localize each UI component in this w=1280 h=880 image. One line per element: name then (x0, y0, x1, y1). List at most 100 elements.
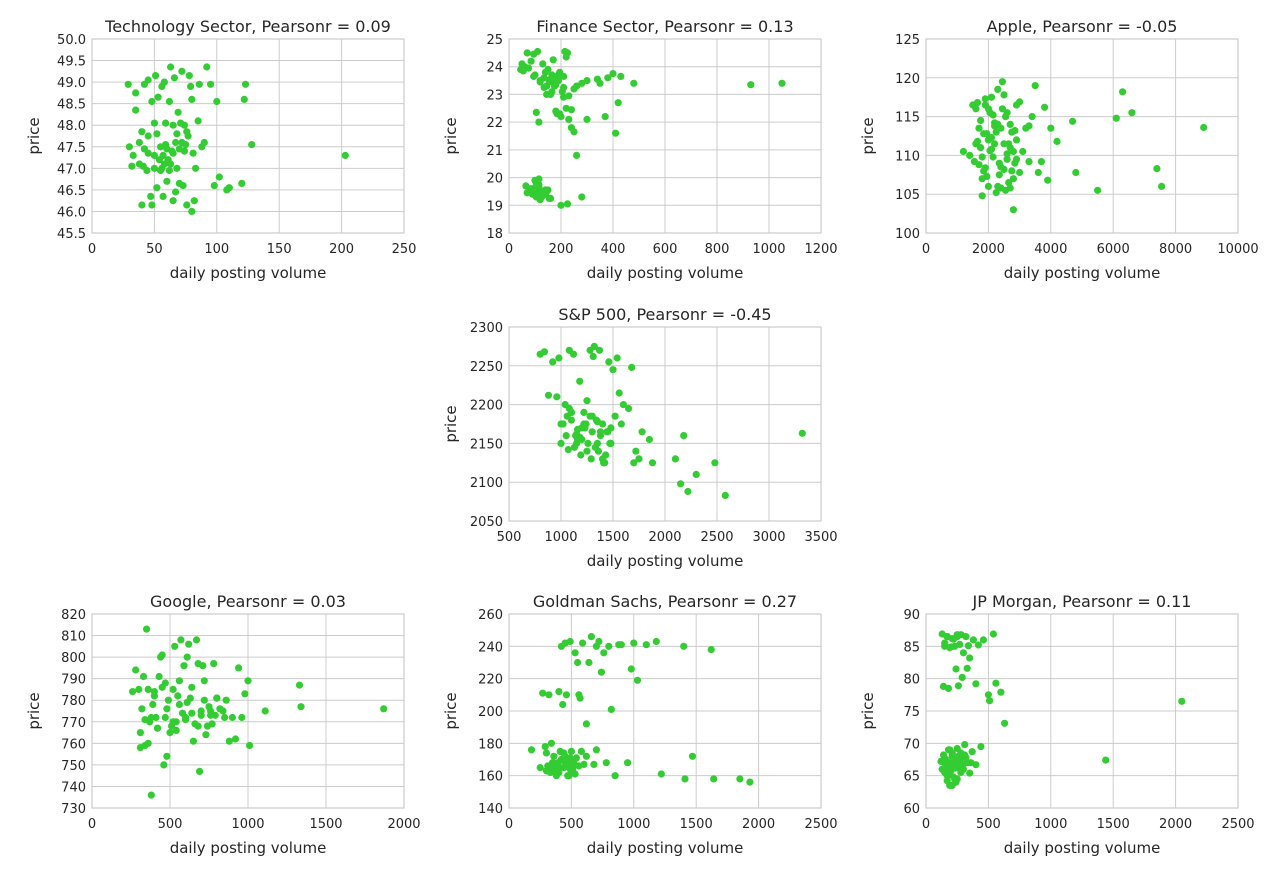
data-point (143, 625, 151, 633)
plot-frame (91, 38, 405, 234)
data-point (680, 432, 688, 440)
x-axis-label: daily posting volume (1004, 839, 1161, 857)
data-point (591, 443, 599, 451)
y-tick-label: 60 (903, 802, 920, 817)
data-point (1044, 176, 1052, 184)
data-point (238, 713, 246, 722)
data-point (576, 377, 584, 385)
data-point (1006, 184, 1014, 192)
data-point (624, 759, 632, 767)
data-point (552, 81, 560, 89)
data-point (536, 78, 544, 86)
data-point (677, 480, 685, 488)
y-tick-label: 110 (895, 149, 920, 164)
data-point (161, 679, 169, 687)
data-point (617, 641, 625, 649)
subplot-4: 0 500 1000 1500 2000 730 740 750 760 770 780 790 800… (25, 592, 421, 857)
data-point (172, 188, 180, 196)
data-point (994, 85, 1002, 93)
data-point (128, 162, 136, 170)
x-tick-label: 1000 (544, 530, 577, 545)
data-point (596, 428, 605, 436)
y-tick-label: 50.0 (57, 33, 86, 48)
data-point (989, 153, 997, 161)
subplot-0: 0 50 100 150 200 250 45.5 46.0 46.5 47.0 47.5 48.0 4… (25, 17, 416, 282)
data-point (1102, 756, 1110, 764)
subplot-3: 500 1000 1500 2000 2500 3000 3500 2050 2100 2150 2… (442, 305, 838, 570)
data-point (228, 713, 236, 722)
data-point (141, 716, 149, 724)
data-point (150, 688, 158, 696)
y-tick-label: 19 (486, 199, 503, 214)
data-point (961, 741, 969, 749)
data-point (138, 201, 146, 209)
subplot-6: 0 500 1000 1500 2000 2500 60 65 70 75 80 85 90 JP Mor… (859, 592, 1255, 857)
data-point (952, 665, 960, 673)
data-point (958, 765, 966, 773)
data-point (617, 420, 625, 428)
data-point (609, 70, 617, 78)
data-point (175, 700, 183, 709)
data-point (628, 363, 636, 371)
data-point (1000, 91, 1008, 99)
data-point (587, 633, 596, 641)
data-point (524, 64, 533, 72)
data-point (213, 97, 221, 106)
data-point (992, 128, 1000, 136)
y-tick-label: 80 (903, 673, 920, 688)
x-tick-label: 2500 (700, 530, 733, 545)
data-point (188, 709, 196, 717)
y-tick-label: 90 (903, 608, 920, 623)
data-point (188, 207, 196, 215)
data-point (944, 684, 953, 693)
data-point (562, 53, 570, 61)
data-point (160, 761, 168, 769)
y-tick-label: 2050 (470, 515, 503, 530)
x-tick-label: 1000 (752, 242, 785, 257)
data-point (184, 132, 192, 140)
data-point (132, 89, 140, 97)
data-point (981, 95, 989, 103)
data-point (632, 447, 640, 455)
data-point (547, 194, 555, 202)
data-point (219, 707, 227, 715)
data-point (969, 636, 978, 644)
data-point (987, 134, 996, 142)
data-point (1112, 114, 1120, 122)
data-point (984, 691, 993, 699)
y-tick-label: 23 (486, 88, 503, 103)
data-point (630, 79, 638, 87)
x-tick-label: 1500 (680, 817, 713, 832)
data-point (981, 164, 989, 172)
data-point (1128, 109, 1136, 117)
data-point (179, 182, 187, 190)
data-point (607, 705, 615, 714)
data-point (977, 116, 985, 125)
data-point (978, 153, 986, 161)
y-tick-label: 240 (478, 640, 503, 655)
data-point (557, 201, 565, 209)
data-point (577, 747, 586, 756)
subplot-5: 0 500 1000 1500 2000 2500 140 160 180 200 220 240 26… (442, 592, 838, 857)
y-tick-label: 105 (895, 188, 920, 203)
data-point (183, 653, 191, 661)
data-point (997, 688, 1005, 696)
data-point (1003, 109, 1011, 117)
y-tick-label: 820 (61, 608, 86, 623)
data-point (541, 743, 549, 751)
data-point (187, 82, 195, 90)
data-point (553, 110, 561, 118)
data-point (147, 713, 155, 722)
data-points (527, 633, 754, 786)
y-tick-label: 46.5 (57, 184, 86, 199)
data-point (1069, 117, 1077, 125)
data-point (202, 731, 210, 739)
data-point (564, 446, 572, 454)
data-point (966, 151, 974, 159)
data-point (582, 752, 591, 760)
data-point (153, 130, 161, 138)
data-points (937, 630, 1186, 790)
subplot-1: 0 200 400 600 800 1000 1200 18 19 20 21 22 23 24 25 Fin… (442, 17, 838, 282)
data-point (540, 83, 548, 92)
y-tick-label: 2100 (470, 476, 503, 491)
